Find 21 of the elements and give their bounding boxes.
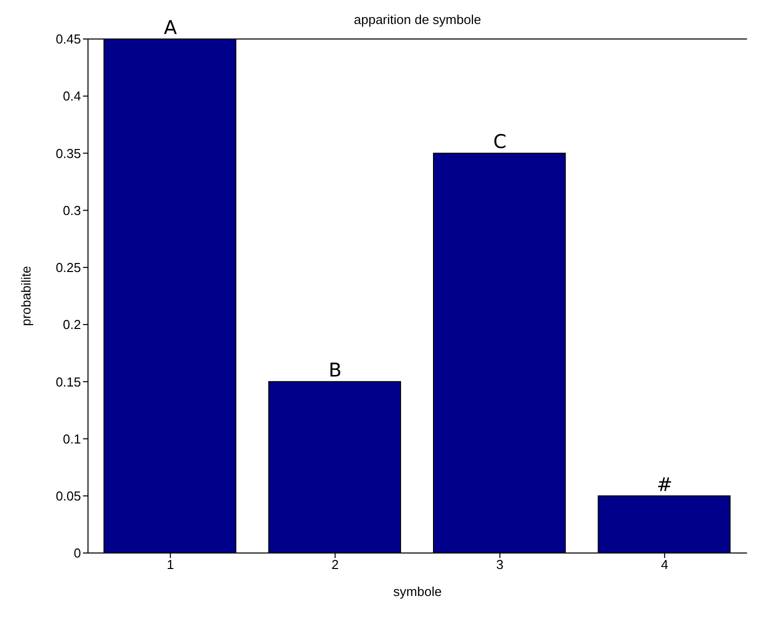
y-tick-label: 0.2	[62, 317, 81, 332]
y-tick-label: 0	[74, 546, 81, 561]
annotation: #	[656, 474, 673, 496]
y-tick-label: 0.05	[56, 488, 81, 504]
y-tick-label: 0.4	[62, 88, 81, 104]
x-tick-label: 1	[166, 557, 174, 572]
y-tick-label: 0.3	[62, 202, 81, 218]
x-axis-title: symbole	[393, 584, 442, 599]
x-tick-label: 4	[661, 557, 668, 572]
y-tick-label: 0.15	[56, 374, 81, 390]
x-tick-label: 2	[332, 557, 339, 572]
y-axis-title: probabilite	[18, 266, 34, 326]
annotation: A	[164, 17, 177, 39]
y-tick-label: 0.25	[56, 260, 81, 276]
annotation: B	[328, 360, 342, 382]
y-tick-label: 0.45	[56, 32, 81, 47]
y-tick-label: 0.1	[62, 431, 81, 446]
y-tick-label: 0.35	[56, 146, 81, 161]
x-tick-label: 3	[496, 557, 504, 572]
chart-title: apparition de symbole	[354, 12, 482, 27]
annotation: C	[493, 131, 507, 154]
